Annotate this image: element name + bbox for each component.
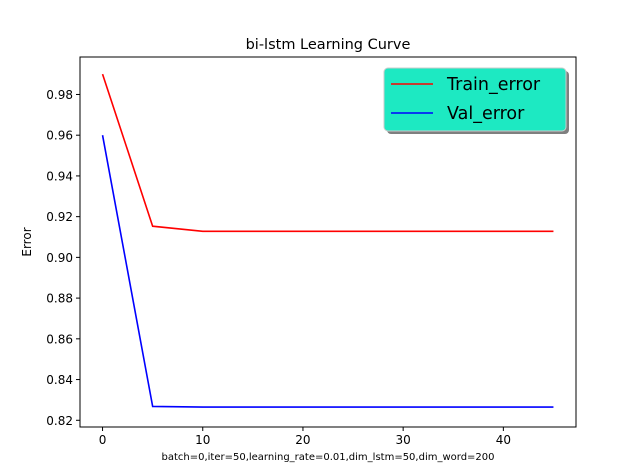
series-layer: [101, 73, 554, 408]
legend: Train_error Val_error: [383, 67, 569, 134]
x-tick-label: 10: [195, 433, 210, 447]
x-tick-label: 0: [99, 433, 107, 447]
chart-title: bi-lstm Learning Curve: [246, 37, 411, 53]
x-tick-label: 20: [295, 433, 310, 447]
y-tick-label: 0.90: [46, 251, 73, 265]
y-tick-label: 0.84: [46, 373, 73, 387]
y-tick-label: 0.88: [46, 292, 73, 306]
y-tick-label: 0.82: [46, 414, 73, 428]
y-tick-label: 0.86: [46, 332, 73, 346]
legend-label-train-error: Train_error: [446, 75, 541, 95]
x-tick-label: 30: [396, 433, 411, 447]
y-tick-label: 0.92: [46, 210, 73, 224]
x-tick-label: 40: [496, 433, 511, 447]
y-tick-label: 0.98: [46, 88, 73, 102]
y-tick-label: 0.94: [46, 169, 73, 183]
y-axis-label: Error: [20, 227, 34, 256]
x-axis: 0 10 20 30 40: [99, 427, 511, 447]
x-axis-label: batch=0,iter=50,learning_rate=0.01,dim_l…: [161, 452, 494, 463]
series-line-val-error: [101, 135, 554, 408]
series-line-train-error: [101, 73, 554, 233]
y-tick-label: 0.96: [46, 129, 73, 143]
y-axis: 0.82 0.84 0.86 0.88 0.90 0.92 0.94 0.96 0.98: [46, 88, 80, 428]
legend-label-val-error: Val_error: [447, 104, 525, 124]
legend-entries: Train_error Val_error: [391, 75, 541, 124]
